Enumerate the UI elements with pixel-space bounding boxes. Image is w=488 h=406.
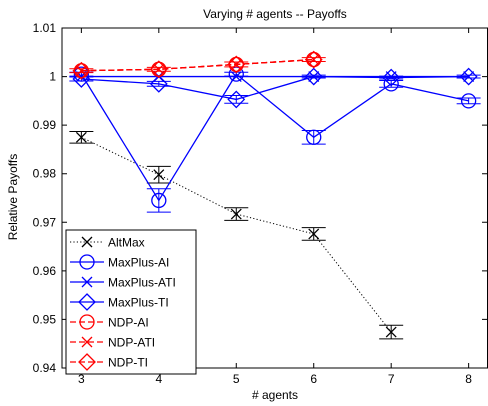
legend-marker: [81, 336, 93, 348]
data-point: [304, 50, 323, 69]
legend-marker: [78, 293, 96, 311]
y-axis-label: Relative Payoffs: [6, 154, 20, 241]
data-point: [75, 131, 87, 143]
legend-label: AltMax: [108, 236, 145, 250]
data-point: [151, 192, 167, 209]
legend-entry: NDP-TI: [70, 353, 148, 371]
legend-marker: [81, 276, 93, 288]
data-point: [385, 326, 397, 338]
y-tick-label: 0.96: [33, 264, 57, 278]
x-tick-label: 5: [233, 372, 240, 386]
data-point: [308, 54, 320, 66]
legend-label: MaxPlus-TI: [108, 296, 169, 310]
error-bar: [456, 97, 481, 105]
legend-marker: [81, 236, 93, 248]
series-line: [80, 73, 469, 202]
y-tick-label: 0.97: [33, 215, 57, 229]
series-maxplus-ti: [69, 67, 481, 109]
legend-marker: [79, 314, 95, 330]
legend-entry: NDP-AI: [70, 314, 149, 330]
x-axis-label: # agents: [252, 388, 298, 402]
legend: AltMax MaxPlus-AI MaxPlus-ATI MaxPlus-TI NDP…: [65, 229, 197, 375]
legend-entry: MaxPlus-TI: [70, 293, 169, 311]
data-point: [227, 55, 246, 74]
y-tick-label: 0.94: [33, 361, 57, 375]
legend-marker: [78, 353, 96, 371]
data-point: [382, 68, 401, 87]
error-bar: [146, 80, 171, 87]
data-point: [304, 67, 323, 86]
legend-label: MaxPlus-ATI: [108, 276, 176, 290]
series-ndp-ti: [72, 50, 323, 80]
chart-title: Varying # agents -- Payoffs: [203, 7, 347, 21]
error-bar: [301, 74, 326, 79]
data-point: [308, 228, 320, 240]
legend-label: NDP-TI: [108, 356, 148, 370]
legend-label: MaxPlus-AI: [108, 256, 169, 270]
data-point: [153, 169, 165, 181]
error-bar: [379, 75, 404, 80]
data-point: [460, 93, 477, 109]
legend-entry: MaxPlus-ATI: [70, 276, 176, 290]
legend-marker: [79, 254, 95, 270]
legend-entry: NDP-ATI: [70, 336, 155, 350]
x-tick-label: 4: [155, 372, 162, 386]
data-point: [459, 67, 478, 86]
legend-entry: MaxPlus-AI: [70, 254, 169, 270]
y-tick-label: 1: [49, 70, 56, 84]
data-point: [72, 70, 91, 88]
y-tick-label: 0.99: [33, 118, 57, 132]
data-point: [149, 74, 168, 93]
legend-label: NDP-AI: [108, 316, 149, 330]
error-bar: [224, 95, 249, 104]
plot-area: [69, 50, 481, 340]
data-point: [73, 63, 90, 79]
x-tick-label: 3: [78, 372, 85, 386]
data-point: [230, 208, 242, 220]
legend-entry: AltMax: [70, 236, 145, 250]
data-point: [227, 90, 246, 109]
data-point: [72, 61, 91, 80]
y-tick-label: 0.98: [33, 167, 57, 181]
y-tick-label: 0.95: [33, 312, 57, 326]
y-tick-label: 1.01: [33, 21, 57, 35]
data-point: [306, 129, 322, 145]
error-bar: [146, 188, 171, 213]
series-altmax: [69, 130, 404, 340]
legend-label: NDP-ATI: [108, 336, 155, 350]
series-line: [81, 75, 469, 101]
data-point: [230, 71, 242, 83]
data-point: [149, 60, 168, 79]
x-tick-label: 8: [465, 372, 472, 386]
data-point: [75, 65, 87, 77]
x-tick-label: 7: [388, 372, 395, 386]
error-bar: [456, 74, 481, 79]
series-line: [81, 58, 314, 72]
x-tick-label: 6: [310, 372, 317, 386]
